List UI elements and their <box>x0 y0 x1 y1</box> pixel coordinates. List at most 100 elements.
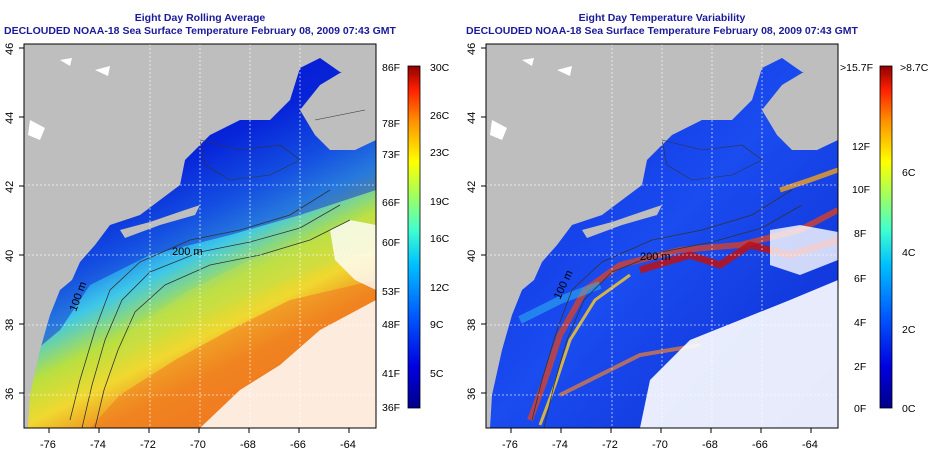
right-lon-label-64: -64 <box>802 439 818 451</box>
right-panel-title: Eight Day Temperature Variability DECLOU… <box>462 12 862 38</box>
left-map: 100 m 200 m <box>23 43 377 429</box>
right-colorbar-c-max: >8.7C <box>900 62 929 74</box>
right-colorbar-c-6: 6C <box>902 167 916 179</box>
left-gulfstream-edge <box>120 210 376 360</box>
left-colorbar-scale <box>407 65 421 409</box>
left-lon-label-72: -72 <box>140 439 156 451</box>
right-contour-label-2: 200 m <box>640 251 671 263</box>
right-colorbar-f-0: 0F <box>854 403 866 415</box>
left-lon-label-68: -68 <box>240 439 256 451</box>
right-long-island <box>582 205 662 238</box>
right-land <box>486 44 838 428</box>
right-lat-label-36: 36 <box>466 388 478 400</box>
right-nova-scotia <box>762 60 838 150</box>
right-coastal-ice <box>490 58 572 140</box>
right-colorbar-c-4: 4C <box>902 247 916 259</box>
left-long-island <box>120 205 200 238</box>
left-panel-title: Eight Day Rolling Average DECLOUDED NOAA… <box>0 12 400 38</box>
left-lon-label-70: -70 <box>190 439 206 451</box>
right-colorbar-c-2: 2C <box>902 324 916 336</box>
right-colorbar-f-12: 12F <box>852 141 870 153</box>
left-coastal-ice <box>28 58 110 140</box>
left-colorbar-f-66: 66F <box>382 197 400 209</box>
right-colorbar-scale <box>879 65 893 409</box>
left-colorbar: 86F 78F 73F 66F 60F 53F 48F 41F 36F 30C … <box>382 62 450 414</box>
left-lon-label-66: -66 <box>290 439 306 451</box>
left-land <box>24 44 376 428</box>
left-colorbar-c-23: 23C <box>430 147 450 159</box>
left-contour-label-2: 200 m <box>172 246 203 258</box>
right-panel-title-line1: Eight Day Temperature Variability <box>578 12 746 24</box>
left-colorbar-c-19: 19C <box>430 196 450 208</box>
left-lat-ticks <box>19 47 24 394</box>
right-shelf-break-variability-2 <box>538 273 631 426</box>
left-lon-ticks <box>48 428 350 433</box>
right-lat-label-38: 38 <box>466 319 478 331</box>
right-contour-100m <box>531 189 793 421</box>
left-lat-label-38: 38 <box>4 319 16 331</box>
right-lat-label-46: 46 <box>466 43 478 55</box>
right-colorbar-f-10: 10F <box>852 184 870 196</box>
right-lat-label-42: 42 <box>466 181 478 193</box>
right-lon-label-66: -66 <box>752 439 768 451</box>
left-colorbar-c-9: 9C <box>430 319 444 331</box>
right-map: 100 m 200 m <box>485 43 839 429</box>
right-south-variability <box>559 343 701 397</box>
right-lat-ticks <box>481 47 486 394</box>
right-lon-ticks <box>510 428 812 433</box>
right-colorbar-f-max: >15.7F <box>840 62 873 74</box>
left-lat-label-46: 46 <box>4 43 16 55</box>
right-lon-label-76: -76 <box>502 439 518 451</box>
right-clouds-south <box>640 280 838 428</box>
right-colorbar: >15.7F 12F 10F 8F 6F 4F 2F 0F >8.7C 6C 4… <box>840 62 929 415</box>
right-axes: -76 -74 -72 -70 -68 -66 -64 46 44 42 40 … <box>466 43 818 451</box>
right-clouds-east <box>770 225 838 275</box>
left-lon-label-76: -76 <box>40 439 56 451</box>
left-colorbar-c-30: 30C <box>430 62 450 74</box>
left-lat-label-42: 42 <box>4 181 16 193</box>
left-nova-scotia <box>300 60 376 150</box>
right-lon-label-72: -72 <box>602 439 618 451</box>
left-contour-100m <box>69 189 331 421</box>
left-lat-label-36: 36 <box>4 388 16 400</box>
right-colorbar-f-4: 4F <box>854 317 866 329</box>
left-panel-title-line2: DECLOUDED NOAA-18 Sea Surface Temperatur… <box>4 25 396 37</box>
left-colorbar-f-48: 48F <box>382 319 400 331</box>
left-lon-label-74: -74 <box>90 439 106 451</box>
left-lat-label-44: 44 <box>4 112 16 124</box>
left-contour-ns <box>314 109 366 121</box>
left-colorbar-f-60: 60F <box>382 237 400 249</box>
right-lon-label-68: -68 <box>702 439 718 451</box>
right-lon-label-70: -70 <box>652 439 668 451</box>
left-lon-label-64: -64 <box>340 439 356 451</box>
left-contour-1000m <box>94 219 351 428</box>
left-colorbar-c-5: 5C <box>430 368 444 380</box>
left-colorbar-f-53: 53F <box>382 286 400 298</box>
left-panel-title-line1: Eight Day Rolling Average <box>134 12 266 24</box>
right-mid-band <box>518 281 602 324</box>
right-panel-title-line2: DECLOUDED NOAA-18 Sea Surface Temperatur… <box>466 25 858 37</box>
left-graticule <box>24 44 376 428</box>
left-lat-label-40: 40 <box>4 250 16 262</box>
left-colorbar-f-86: 86F <box>382 62 400 74</box>
right-graticule <box>486 44 838 428</box>
left-colorbar-c-16: 16C <box>430 233 450 245</box>
left-colorbar-f-36: 36F <box>382 402 400 414</box>
right-map-frame <box>485 43 839 429</box>
left-contour-gom <box>199 139 301 181</box>
left-colorbar-c-26: 26C <box>430 110 450 122</box>
right-lat-label-44: 44 <box>466 112 478 124</box>
left-colorbar-f-78: 78F <box>382 118 400 130</box>
right-colorbar-f-6: 6F <box>854 273 866 285</box>
left-axes: -76 -74 -72 -70 -68 -66 -64 46 44 42 40 … <box>4 43 356 451</box>
right-colorbar-f-2: 2F <box>854 361 866 373</box>
right-colorbar-c-0: 0C <box>902 403 916 415</box>
right-lat-label-40: 40 <box>466 250 478 262</box>
left-clouds-southeast <box>200 300 376 428</box>
left-map-frame <box>23 43 377 429</box>
left-colorbar-c-12: 12C <box>430 282 450 294</box>
right-colorbar-f-8: 8F <box>854 228 866 240</box>
left-colorbar-f-73: 73F <box>382 149 400 161</box>
left-colorbar-f-41: 41F <box>382 368 400 380</box>
